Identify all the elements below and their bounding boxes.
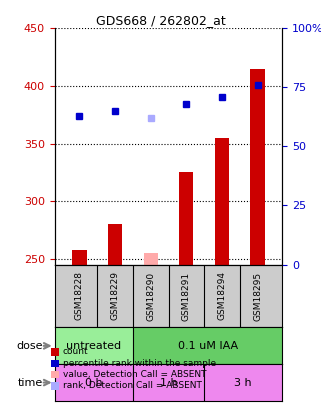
Bar bbox=[143, 253, 158, 264]
Text: 1 h: 1 h bbox=[160, 377, 177, 388]
Text: dose: dose bbox=[17, 341, 43, 351]
Text: 0 h: 0 h bbox=[85, 377, 102, 388]
Bar bbox=[204, 364, 282, 401]
Text: GSM18290: GSM18290 bbox=[146, 271, 155, 320]
Text: time: time bbox=[18, 377, 43, 388]
Text: GSM18295: GSM18295 bbox=[253, 271, 262, 320]
Text: GDS668 / 262802_at: GDS668 / 262802_at bbox=[96, 14, 225, 27]
Text: 0.1 uM IAA: 0.1 uM IAA bbox=[178, 341, 238, 351]
Bar bbox=[55, 364, 133, 401]
Bar bbox=[250, 69, 265, 264]
Bar bbox=[215, 138, 229, 264]
Text: untreated: untreated bbox=[66, 341, 121, 351]
Bar bbox=[133, 364, 204, 401]
Text: GSM18294: GSM18294 bbox=[217, 271, 226, 320]
Text: GSM18229: GSM18229 bbox=[111, 271, 120, 320]
Text: value, Detection Call = ABSENT: value, Detection Call = ABSENT bbox=[63, 370, 206, 379]
Text: rank, Detection Call = ABSENT: rank, Detection Call = ABSENT bbox=[63, 382, 202, 390]
Bar bbox=[108, 224, 122, 264]
Text: GSM18291: GSM18291 bbox=[182, 271, 191, 320]
Text: count: count bbox=[63, 347, 88, 356]
Text: percentile rank within the sample: percentile rank within the sample bbox=[63, 359, 216, 368]
Text: GSM18228: GSM18228 bbox=[75, 271, 84, 320]
Text: 3 h: 3 h bbox=[235, 377, 252, 388]
Bar bbox=[55, 328, 133, 364]
Bar bbox=[72, 249, 87, 264]
Bar bbox=[133, 328, 282, 364]
Bar bbox=[179, 173, 194, 264]
